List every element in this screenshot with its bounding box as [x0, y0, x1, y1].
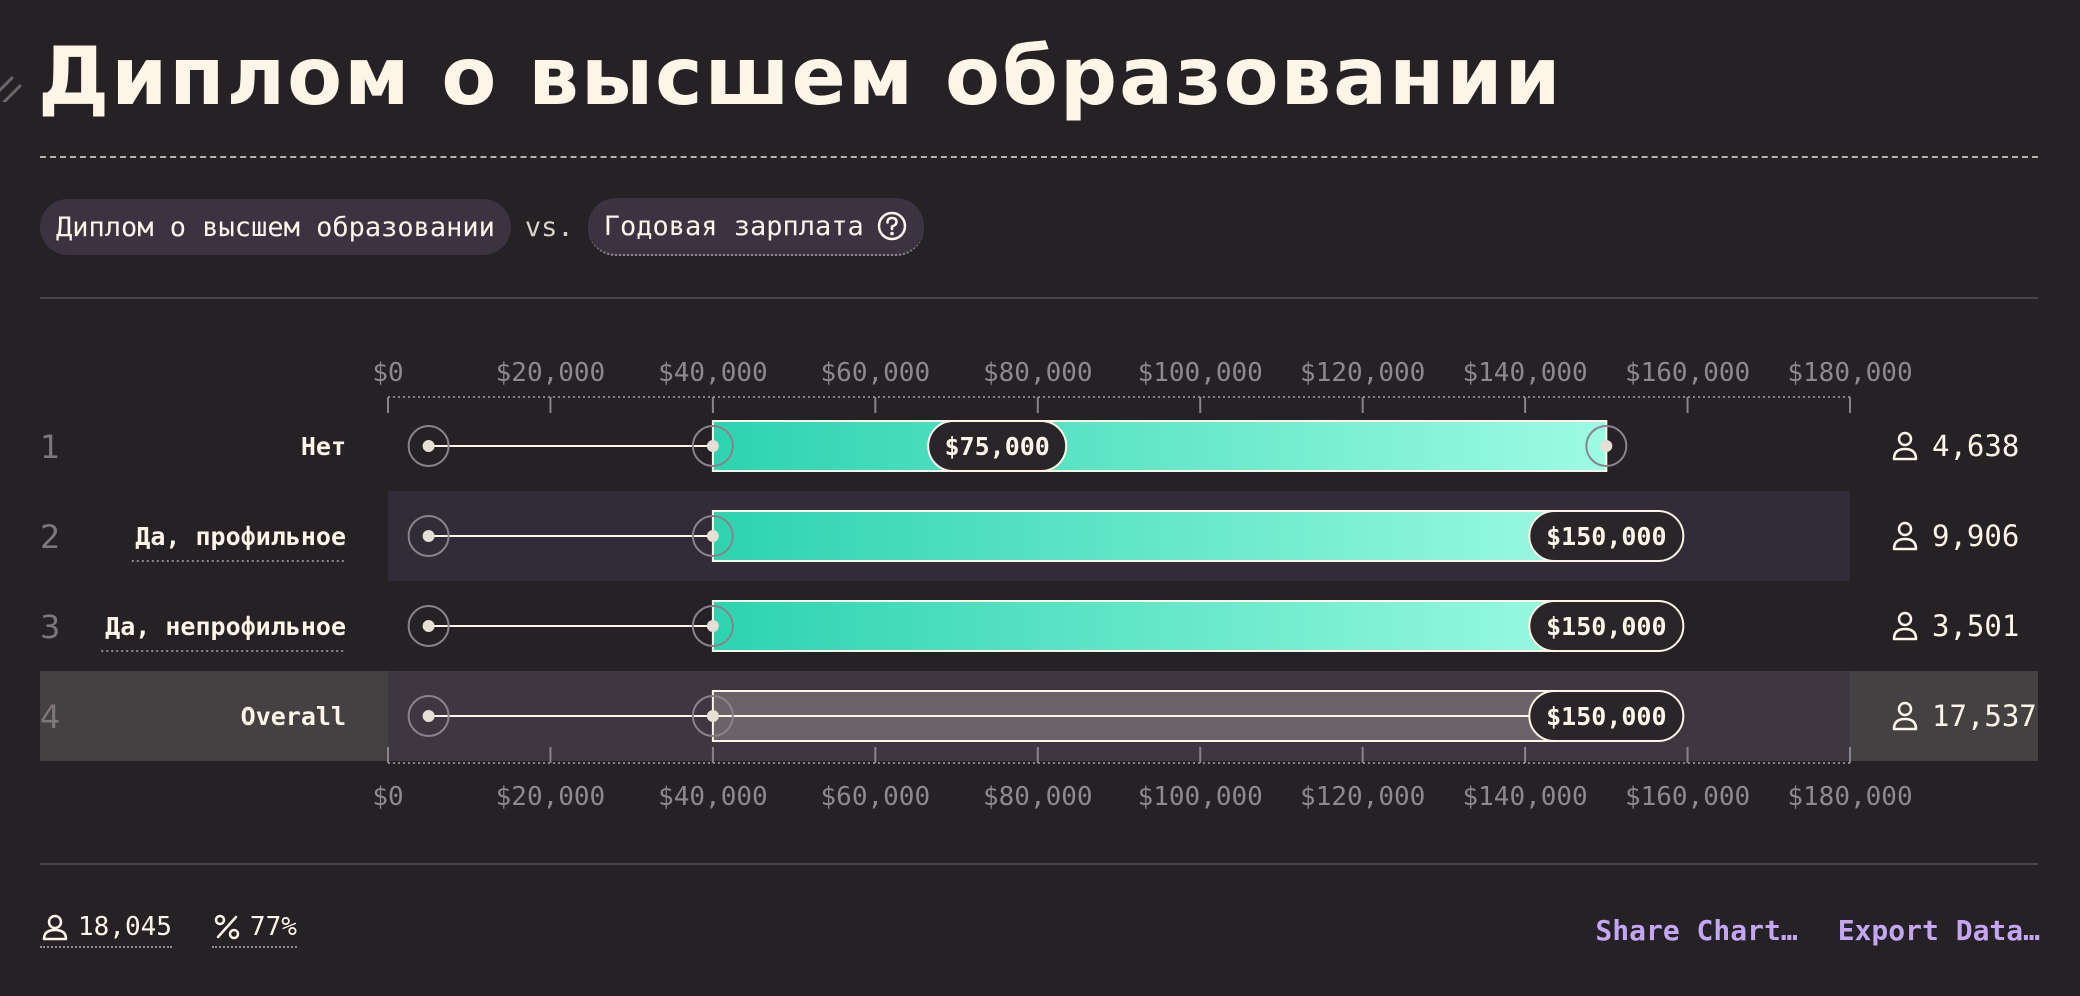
- percent-icon: [214, 914, 240, 940]
- axis-tick-label: $100,000: [1138, 358, 1263, 388]
- whisker-dot: [706, 710, 719, 722]
- whisker-dot: [422, 440, 435, 452]
- median-label: $150,000: [1546, 702, 1666, 731]
- axis-tick-label: $20,000: [496, 358, 606, 388]
- chart-row[interactable]: 4 Overall $150,000 17,537: [40, 690, 2037, 742]
- link-icon[interactable]: [0, 72, 22, 102]
- median-label: $75,000: [944, 432, 1049, 461]
- vs-label: vs.: [524, 211, 574, 243]
- chart-row[interactable]: 1 Нет $75,000 4,638: [40, 420, 2019, 472]
- axis-tick-label: $120,000: [1300, 782, 1425, 812]
- row-count: 17,537: [1932, 699, 2037, 733]
- whisker-dot: [706, 620, 719, 632]
- axis-tick-label: $80,000: [983, 782, 1093, 812]
- whisker-dot: [706, 440, 719, 452]
- row-count: 3,501: [1932, 609, 2019, 643]
- axis-tick-label: $20,000: [496, 782, 606, 812]
- median-label: $150,000: [1546, 522, 1666, 551]
- export-data-link[interactable]: Export Data…: [1837, 913, 2040, 947]
- share-chart-link[interactable]: Share Chart…: [1595, 913, 1798, 947]
- person-icon: [42, 914, 68, 941]
- median-pill: [1528, 510, 1685, 562]
- variable-pill-degree[interactable]: Диплом о высшем образовании: [40, 199, 511, 255]
- axis-tick-label: $40,000: [658, 358, 768, 388]
- axis-tick-label: $80,000: [983, 358, 1093, 388]
- axis-tick-label: $180,000: [1787, 358, 1912, 388]
- row-label: Да, профильное: [135, 522, 346, 551]
- row-label: Да, непрофильное: [105, 612, 346, 641]
- iqr-bar[interactable]: [711, 510, 1608, 562]
- row-label: Нет: [301, 432, 346, 461]
- axis-tick-label: $0: [372, 358, 403, 388]
- axis-tick-label: $40,000: [658, 782, 768, 812]
- axis-tick-label: $0: [372, 782, 403, 812]
- person-icon: [1892, 431, 1918, 461]
- iqr-bar[interactable]: [711, 420, 1608, 472]
- person-icon: [1892, 701, 1918, 731]
- row-label: Overall: [241, 702, 346, 731]
- whisker-marker: [691, 605, 734, 647]
- axis-tick-label: $100,000: [1138, 782, 1263, 812]
- median-pill: [1528, 600, 1685, 652]
- row-index: 4: [40, 698, 60, 736]
- median-pill: [927, 420, 1068, 472]
- x-axis-bottom: $0 $20,000 $40,000 $60,000 $80,000 $100,000 $1…: [372, 747, 1913, 812]
- percent-value: 77%: [249, 912, 297, 942]
- help-circle-icon[interactable]: [876, 210, 908, 242]
- axis-tick-label: $160,000: [1625, 782, 1750, 812]
- respondents-count: 18,045: [78, 912, 172, 942]
- footer-actions: Share Chart… Export Data…: [1595, 905, 2040, 955]
- median-label: $150,000: [1546, 612, 1666, 641]
- percent-stat[interactable]: 77%: [211, 912, 297, 948]
- respondents-stat[interactable]: 18,045: [40, 912, 172, 948]
- axis-tick-label: $120,000: [1300, 358, 1425, 388]
- whisker-marker: [407, 695, 450, 737]
- x-axis-top: $0 $20,000 $40,000 $60,000 $80,000 $100,000 $1…: [372, 358, 1913, 413]
- axis-tick-label: $160,000: [1625, 358, 1750, 388]
- person-icon: [1892, 611, 1918, 641]
- whisker-marker: [1585, 425, 1628, 467]
- person-icon: [1892, 521, 1918, 551]
- footer-stats: 18,045 77%: [40, 905, 297, 955]
- footer-divider: [40, 863, 2038, 865]
- row-index: 1: [40, 428, 60, 466]
- row-index: 3: [40, 608, 60, 646]
- header-divider: [40, 297, 2038, 299]
- row-count: 4,638: [1932, 429, 2019, 463]
- whisker-marker: [691, 515, 734, 557]
- axis-tick-label: $180,000: [1787, 782, 1912, 812]
- whisker-marker: [407, 425, 450, 467]
- whisker-dot: [1600, 440, 1613, 452]
- whisker-dot: [422, 710, 435, 722]
- page-title: Диплом о высшем образовании: [38, 30, 1563, 123]
- variable-pill-salary-label: Годовая зарплата: [603, 210, 864, 242]
- iqr-bar[interactable]: [711, 600, 1608, 652]
- whisker-marker: [407, 605, 450, 647]
- whisker-dot: [422, 530, 435, 542]
- axis-tick-label: $140,000: [1462, 782, 1587, 812]
- overall-label-background: [40, 671, 388, 761]
- whisker-dot: [422, 620, 435, 632]
- whisker-dot: [706, 530, 719, 542]
- whisker-marker: [691, 425, 734, 467]
- whisker-marker: [407, 515, 450, 557]
- chart-row[interactable]: 3 Да, непрофильное $150,000 3,501: [40, 600, 2019, 652]
- median-pill: [1528, 690, 1685, 742]
- variable-pill-salary[interactable]: Годовая зарплата: [587, 198, 924, 256]
- overall-count-background: [1850, 671, 2038, 761]
- chart-row[interactable]: 2 Да, профильное $150,000 9,906: [40, 510, 2019, 562]
- row-index: 2: [40, 518, 60, 556]
- axis-tick-label: $140,000: [1462, 358, 1587, 388]
- whisker-marker: [691, 695, 734, 737]
- comparison-selector: Диплом о высшем образовании vs. Годовая …: [40, 198, 924, 256]
- axis-tick-label: $60,000: [821, 358, 931, 388]
- title-divider: [40, 156, 2038, 158]
- row-count: 9,906: [1932, 519, 2019, 553]
- axis-tick-label: $60,000: [821, 782, 931, 812]
